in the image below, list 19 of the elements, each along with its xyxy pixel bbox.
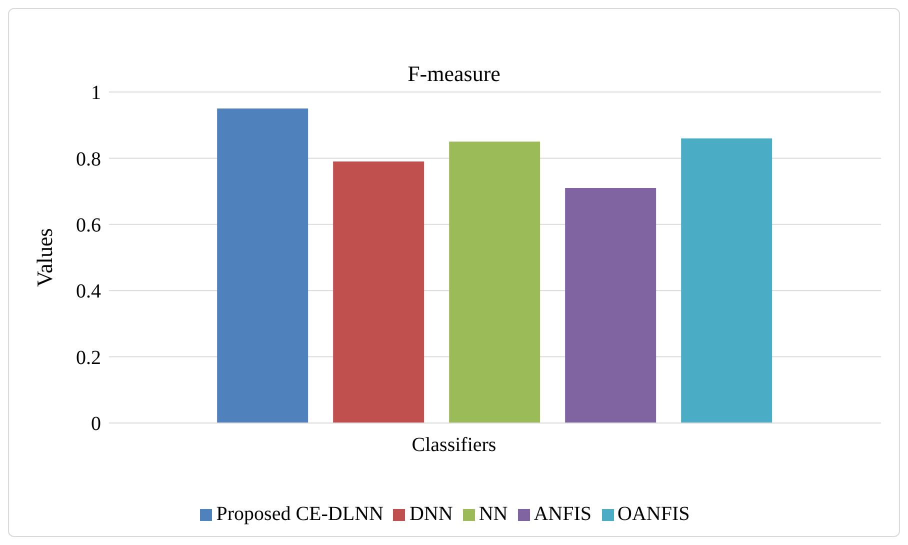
y-tick-label: 0	[91, 413, 101, 436]
legend-label: DNN	[409, 503, 453, 525]
chart-title: F-measure	[408, 61, 500, 86]
y-tick-label: 0.4	[76, 280, 101, 303]
bar	[681, 138, 772, 423]
y-axis-title: Values	[32, 228, 57, 287]
y-tick-label: 0.6	[76, 214, 101, 236]
y-tick-label: 0.8	[76, 148, 101, 170]
bar	[217, 108, 308, 423]
y-tick-label: 1	[91, 82, 101, 104]
x-axis-title: Classifiers	[410, 434, 498, 457]
legend-label: OANFIS	[618, 503, 690, 525]
legend-label: NN	[478, 503, 508, 525]
legend-label: ANFIS	[534, 503, 592, 525]
bar	[565, 188, 656, 423]
bar	[333, 162, 424, 423]
y-tick-label: 0.2	[76, 346, 101, 369]
legend-label: Proposed CE-DLNN	[216, 503, 384, 525]
bar	[449, 142, 540, 423]
